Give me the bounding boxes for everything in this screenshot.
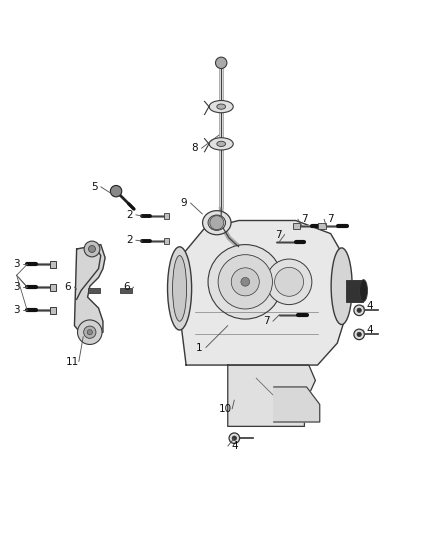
Text: 8: 8: [191, 143, 198, 154]
Ellipse shape: [202, 211, 231, 235]
Text: 7: 7: [275, 230, 282, 239]
Text: 9: 9: [180, 198, 187, 208]
Text: 2: 2: [126, 210, 133, 220]
Text: 4: 4: [367, 301, 374, 311]
Circle shape: [357, 332, 361, 336]
Bar: [346, 280, 363, 302]
Circle shape: [241, 278, 250, 286]
Text: 4: 4: [231, 441, 238, 451]
Circle shape: [88, 246, 95, 253]
Text: 10: 10: [219, 404, 232, 414]
Circle shape: [78, 320, 102, 344]
Circle shape: [266, 259, 312, 304]
Ellipse shape: [167, 247, 191, 330]
Text: 7: 7: [263, 316, 270, 326]
Text: 6: 6: [64, 282, 71, 292]
Ellipse shape: [208, 215, 226, 230]
Text: 7: 7: [301, 214, 308, 224]
Circle shape: [354, 305, 364, 316]
Polygon shape: [164, 238, 169, 244]
Ellipse shape: [209, 138, 233, 150]
Circle shape: [357, 308, 361, 312]
Circle shape: [87, 329, 92, 335]
Circle shape: [232, 436, 237, 440]
Circle shape: [208, 245, 283, 319]
Ellipse shape: [217, 141, 226, 147]
Polygon shape: [293, 223, 300, 229]
Circle shape: [275, 268, 304, 296]
Circle shape: [229, 433, 240, 443]
Polygon shape: [50, 261, 56, 268]
Text: 3: 3: [13, 305, 20, 316]
Circle shape: [215, 57, 227, 69]
Text: 3: 3: [13, 282, 20, 292]
Polygon shape: [77, 245, 101, 306]
Polygon shape: [50, 284, 56, 290]
Circle shape: [84, 326, 96, 338]
Ellipse shape: [209, 101, 233, 113]
Bar: [88, 287, 100, 293]
Polygon shape: [164, 213, 169, 219]
Bar: [120, 288, 132, 293]
Text: 6: 6: [124, 282, 131, 292]
Ellipse shape: [360, 280, 367, 302]
Circle shape: [231, 268, 259, 296]
Circle shape: [210, 216, 224, 230]
Text: 3: 3: [13, 260, 20, 269]
Circle shape: [218, 255, 272, 309]
Circle shape: [354, 329, 364, 340]
Polygon shape: [228, 365, 315, 426]
Circle shape: [84, 241, 100, 257]
Polygon shape: [274, 387, 320, 422]
Text: 7: 7: [327, 214, 334, 224]
Text: 4: 4: [367, 325, 374, 335]
Polygon shape: [318, 223, 326, 229]
Ellipse shape: [217, 104, 226, 109]
Circle shape: [110, 185, 122, 197]
Text: 11: 11: [66, 357, 79, 367]
Ellipse shape: [331, 248, 352, 325]
Text: 1: 1: [196, 343, 203, 352]
Polygon shape: [74, 245, 105, 339]
Text: 5: 5: [91, 182, 98, 192]
Text: 2: 2: [126, 235, 133, 245]
Ellipse shape: [173, 255, 187, 321]
Polygon shape: [50, 307, 56, 314]
Polygon shape: [173, 221, 348, 365]
